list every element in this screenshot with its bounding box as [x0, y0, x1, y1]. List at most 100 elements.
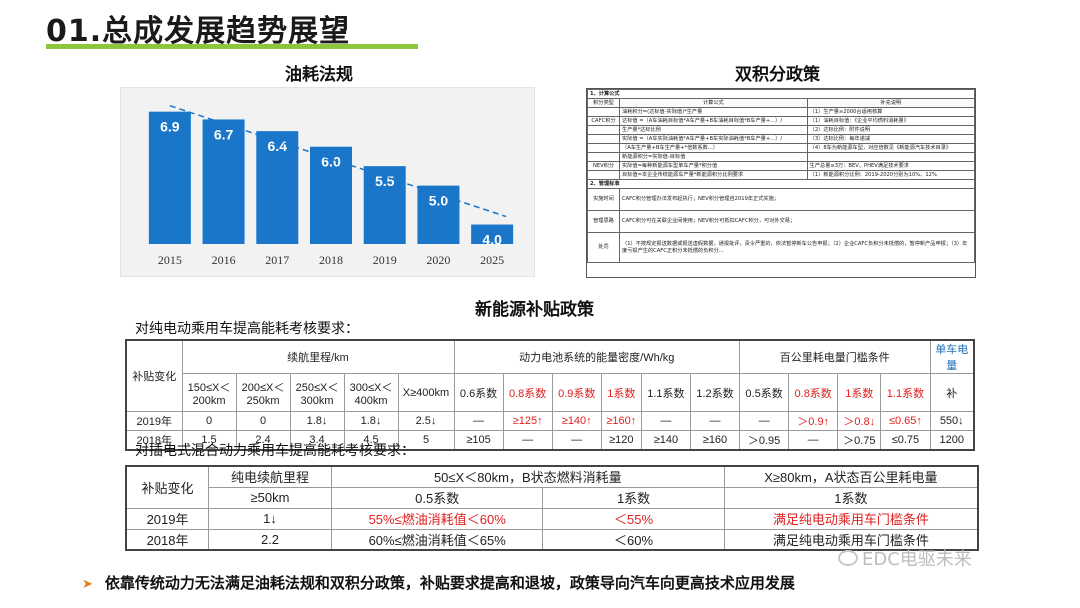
table-row: 2019年 0 0 1.8↓ 1.8↓ 2.5↓ — ≥125↑ ≥140↑ ≥… — [125, 411, 975, 431]
slide-title: 01.总成发展趋势展望 — [46, 14, 351, 49]
cell: ≤0.75 — [880, 430, 931, 450]
watermark-text: EDC电驱未来 — [862, 549, 972, 570]
cell: 2018年 — [125, 430, 183, 450]
col-header: 1.1系数 — [640, 373, 691, 412]
bar-2025 — [471, 224, 514, 244]
col-header: 0.8系数 — [502, 373, 553, 412]
col-header: 50≤X＜80km，B状态燃料消耗量 — [330, 465, 725, 488]
bar-2020 — [417, 185, 460, 244]
row-label: 补贴变化 — [125, 339, 183, 412]
credit-formula: （A车生产量+B车生产量+*倍数系数...） — [619, 143, 808, 153]
credit-section-2: 2、管理标准 — [587, 179, 975, 189]
cell: ＞0.95 — [739, 430, 790, 450]
bar-value-label: 5.5 — [375, 173, 395, 189]
cell: 3.4 — [289, 430, 345, 450]
credit-note: （1）生产量≥2000台适用核算 — [806, 107, 975, 117]
bar-2017 — [256, 131, 299, 244]
mgmt-label: 管理思路 — [587, 210, 620, 233]
cell: — — [453, 411, 504, 431]
cell: 1.5 — [181, 430, 237, 450]
cell: 55%≤燃油消耗值＜60% — [330, 507, 544, 530]
col-header: 1系数 — [723, 486, 979, 509]
trend-line — [169, 104, 507, 218]
title-underline — [46, 44, 418, 49]
cell: ＜60% — [542, 528, 725, 551]
cell: 0 — [181, 411, 237, 431]
cell: — — [551, 430, 602, 450]
col-header: 300≤X＜400km — [343, 373, 399, 412]
credit-note — [806, 152, 975, 162]
mgmt-text: CAFC积分可在关联企业间使用；NEV积分可抵扣CAFC积分，可对外交易； — [619, 210, 975, 233]
cell: 2019年 — [125, 411, 183, 431]
phev-requirement-subtitle: 对插电式混合动力乘用车提高能耗考核要求： — [135, 443, 415, 459]
cell: ≥125↑ — [502, 411, 553, 431]
cell: 0 — [235, 411, 291, 431]
x-tick-label: 2019 — [373, 253, 397, 267]
credit-formula: 新能源积分=实际值-目标值 — [619, 152, 808, 162]
mgmt-label: 实施时间 — [587, 188, 620, 211]
col-header: 0.5系数 — [330, 486, 544, 509]
credit-section-title: 双积分政策 — [735, 65, 820, 85]
conclusion: ➤ 依靠传统动力无法满足油耗法规和双积分政策，补贴要求提高和退坡，政策导向汽车向更… — [82, 572, 795, 593]
credit-label: NEV积分 — [587, 161, 620, 171]
credit-note: （1）油耗目标值：《企业平均燃料消耗量》 — [806, 116, 975, 126]
col-header: 1系数 — [542, 486, 725, 509]
col-header: 补 — [929, 373, 975, 412]
subsidy-section-title: 新能源补贴政策 — [475, 300, 594, 320]
cell: ≥120 — [600, 430, 642, 450]
group-header-battery: 单车电量 — [929, 339, 975, 374]
phev-subsidy-table: 补贴变化 纯电续航里程 50≤X＜80km，B状态燃料消耗量 X≥80km，A状… — [125, 465, 979, 551]
col-header: 1.2系数 — [689, 373, 741, 412]
cell: ＞0.9↑ — [788, 411, 839, 431]
credit-note: （2）达标比例：附件说明 — [806, 125, 975, 135]
ev-requirement-subtitle: 对纯电动乘用车提高能耗考核要求： — [135, 321, 359, 337]
cell: ≤0.65↑ — [880, 411, 931, 431]
credit-formula: 油耗积分=(达标值-实际值)*生产量 — [619, 107, 808, 117]
cell: 2018年 — [125, 528, 210, 551]
col-header: 0.8系数 — [788, 373, 839, 412]
credit-section-1: 1、计算公式 — [587, 89, 975, 99]
x-tick-label: 2015 — [158, 253, 182, 267]
credit-label — [587, 152, 620, 162]
col-header: 1.1系数 — [880, 373, 931, 412]
cell: — — [640, 411, 691, 431]
credit-note: （1）新能源积分比例：2019-2020分别为10%、12% — [806, 170, 975, 180]
group-header-density: 动力电池系统的能量密度/Wh/kg — [453, 339, 741, 374]
col-header: 0.5系数 — [739, 373, 790, 412]
cell: 满足纯电动乘用车门槛条件 — [723, 507, 979, 530]
bar-2015 — [148, 111, 191, 244]
cell: 1200 — [929, 430, 975, 450]
col-header: 1系数 — [837, 373, 882, 412]
x-tick-label: 2017 — [265, 253, 289, 267]
watermark: EDC电驱未来 — [838, 545, 972, 571]
mgmt-text: （1）不按规定报送数据或报送虚假数据，通报批评，责令严重的，依法暂停新车公告申报… — [619, 232, 975, 263]
bar-value-label: 5.0 — [429, 193, 449, 209]
cell: 60%≤燃油消耗值＜65% — [330, 528, 544, 551]
cell: ≥160↑ — [600, 411, 642, 431]
col-header: 0.6系数 — [453, 373, 504, 412]
credit-formula: 目标值=本企业传统能源车产量*新能源积分比例要求 — [619, 170, 808, 180]
cell: 2.5↓ — [397, 411, 455, 431]
credit-formula: 达标值 =（A车油耗目标值*A车产量+B车油耗目标值*B车产量+...）/ — [619, 116, 808, 126]
credit-header-formula: 计算公式 — [619, 98, 808, 108]
ev-subsidy-table: 补贴变化 续航里程/km 动力电池系统的能量密度/Wh/kg 百公里耗电量门槛条… — [125, 339, 975, 451]
cell: — — [739, 411, 790, 431]
bar-value-label: 6.7 — [214, 126, 234, 142]
credit-label — [587, 125, 620, 135]
credit-formula: 实际值=每种新能源车型单车产量*积分值 — [619, 161, 808, 171]
bar-value-label: 6.9 — [160, 119, 180, 135]
cell: 1↓ — [208, 507, 332, 530]
bar-value-label: 4.0 — [482, 232, 502, 248]
cell: 1.8↓ — [289, 411, 345, 431]
table-row: 2018年 2.2 60%≤燃油消耗值＜65% ＜60% 满足纯电动乘用车门槛条… — [125, 528, 979, 551]
x-tick-label: 2016 — [212, 253, 236, 267]
group-header-consumption: 百公里耗电量门槛条件 — [739, 339, 931, 374]
col-header: 纯电续航里程 — [208, 465, 332, 488]
credit-label — [587, 170, 620, 180]
x-tick-label: 2025 — [480, 253, 504, 267]
dual-credit-table-image: 1、计算公式 积分类型 计算公式 补充说明 油耗积分=(达标值-实际值)*生产量… — [586, 88, 976, 278]
col-header: 1系数 — [600, 373, 642, 412]
cell: ＞0.8↓ — [837, 411, 882, 431]
credit-label — [587, 134, 620, 144]
credit-label: CAFC积分 — [587, 116, 620, 126]
